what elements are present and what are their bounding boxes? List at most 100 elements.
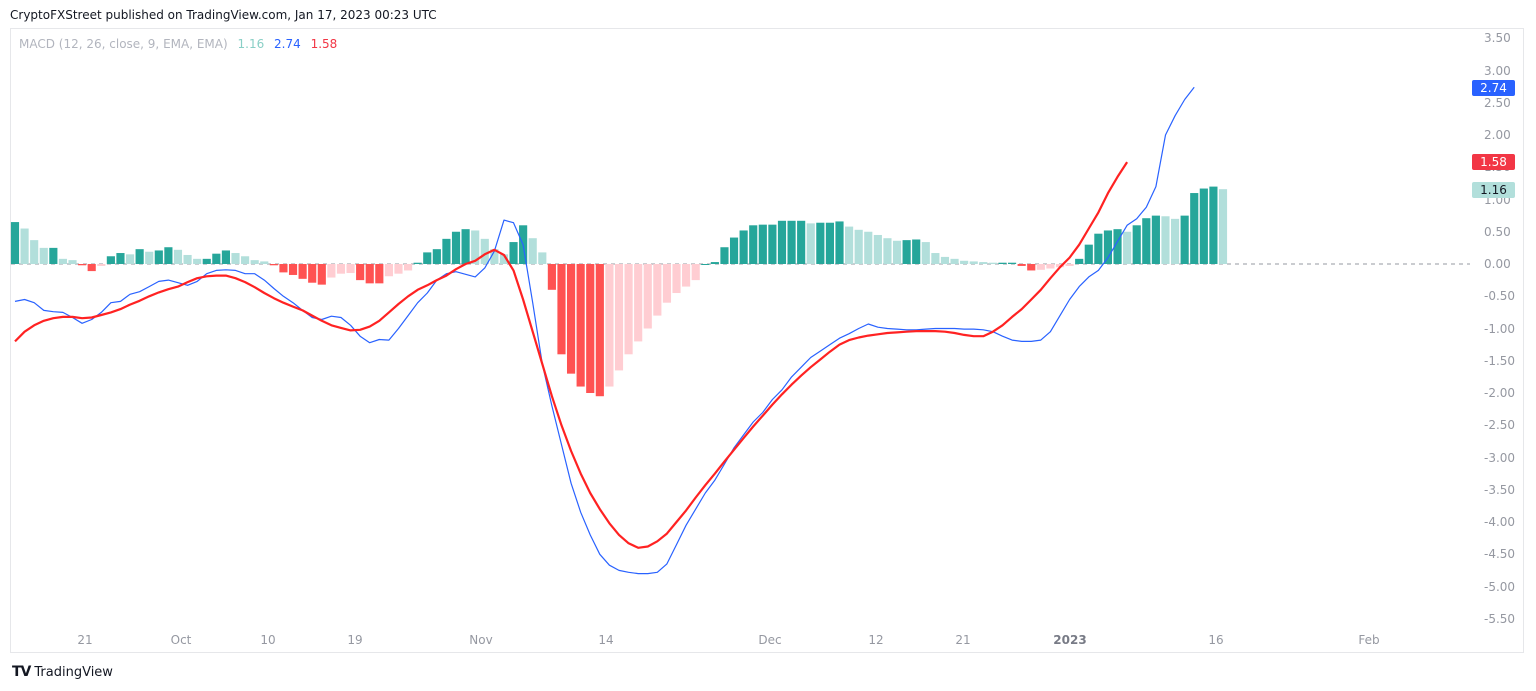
- histogram-bar: [1017, 264, 1026, 266]
- histogram-bar: [221, 250, 230, 264]
- histogram-bar: [672, 264, 681, 294]
- histogram-bar: [1199, 188, 1208, 264]
- histogram-bar: [1132, 225, 1141, 264]
- histogram-bar: [701, 264, 710, 265]
- histogram-bar: [125, 254, 135, 264]
- histogram-bar: [336, 264, 346, 274]
- publish-info: CryptoFXStreet published on TradingView.…: [10, 8, 437, 22]
- histogram-bar: [634, 264, 643, 342]
- histogram-bar: [413, 262, 422, 264]
- histogram-bar: [940, 256, 950, 264]
- brand-name: TradingView: [34, 664, 113, 680]
- histogram-bar: [864, 231, 873, 264]
- x-tick-label: 19: [347, 633, 363, 647]
- histogram-bar: [1190, 193, 1199, 264]
- histogram-bar: [490, 249, 499, 264]
- histogram-bar: [845, 226, 854, 264]
- histogram-bar: [1103, 230, 1113, 264]
- histogram-bar: [1218, 189, 1228, 264]
- histogram-bar: [509, 242, 518, 264]
- histogram-bar: [892, 240, 902, 264]
- histogram-bar: [1123, 231, 1132, 264]
- histogram-price-badge: 1.16: [1472, 182, 1515, 199]
- histogram-bar: [317, 264, 326, 285]
- signal-price-badge: 1.58: [1472, 154, 1515, 171]
- histogram-bar: [1036, 264, 1045, 270]
- histogram-bar: [624, 264, 633, 355]
- histogram-bar: [394, 264, 403, 274]
- histogram-bar: [1027, 264, 1036, 271]
- histogram-bar: [720, 247, 729, 264]
- histogram-bar: [298, 264, 307, 279]
- histogram-bar: [106, 256, 115, 264]
- histogram-bar: [97, 264, 106, 266]
- histogram-bar: [39, 247, 48, 264]
- histogram-bar: [614, 264, 624, 371]
- histogram-value: 1.16: [237, 37, 265, 51]
- histogram-bar: [912, 239, 921, 264]
- y-tick-label: 2.00: [1484, 128, 1511, 142]
- histogram-bar: [921, 242, 930, 264]
- histogram-bar: [193, 258, 202, 264]
- histogram-bar: [1046, 264, 1055, 269]
- histogram-bar: [969, 261, 978, 264]
- x-tick-label: Nov: [469, 633, 493, 647]
- histogram-bar: [471, 230, 480, 264]
- y-tick-label: 2.50: [1484, 95, 1511, 110]
- x-tick-label: 21: [77, 633, 93, 647]
- histogram-bar: [356, 264, 365, 281]
- histogram-bar: [49, 247, 58, 264]
- histogram-bar: [1008, 262, 1017, 264]
- histogram-bar: [787, 220, 796, 264]
- histogram-bar: [250, 260, 259, 264]
- histogram-bar: [825, 222, 834, 264]
- x-tick-label: 14: [598, 633, 614, 647]
- histogram-bar: [154, 250, 163, 264]
- histogram-bar: [423, 252, 432, 264]
- histogram-bar: [566, 264, 576, 374]
- histogram-bar: [308, 264, 317, 283]
- x-tick-label: 16: [1208, 633, 1224, 647]
- histogram-bar: [806, 223, 815, 264]
- x-tick-label: 12: [868, 633, 884, 647]
- histogram-bar: [1142, 218, 1151, 264]
- histogram-bar: [749, 225, 758, 264]
- tradingview-branding[interactable]: TV TradingView: [12, 664, 113, 680]
- histogram-bar: [998, 262, 1007, 264]
- histogram-bar: [241, 256, 250, 264]
- histogram-bar: [365, 264, 374, 284]
- histogram-bar: [1161, 216, 1170, 264]
- x-tick-label: 21: [955, 633, 971, 647]
- histogram-bar: [557, 264, 566, 355]
- indicator-legend[interactable]: MACD (12, 26, close, 9, EMA, EMA) 1.16 2…: [19, 37, 343, 51]
- tradingview-logo-icon: TV: [12, 664, 31, 680]
- histogram-bar: [375, 264, 384, 284]
- histogram-bar: [1113, 229, 1122, 264]
- y-tick-label: -4.00: [1484, 515, 1516, 529]
- histogram-bar: [212, 253, 221, 264]
- histogram-bar: [145, 251, 154, 264]
- histogram-bar: [797, 220, 806, 264]
- histogram-bar: [538, 252, 547, 264]
- histogram-bar: [1180, 215, 1189, 264]
- histogram-bar: [1151, 215, 1160, 264]
- histogram-bar: [710, 262, 719, 264]
- y-tick-label: -1.50: [1484, 353, 1516, 368]
- histogram-bar: [1084, 244, 1093, 264]
- x-tick-label: Feb: [1358, 633, 1380, 647]
- chart-frame[interactable]: [10, 28, 1524, 653]
- histogram-bar: [931, 253, 940, 264]
- histogram-bar: [902, 240, 911, 264]
- histogram-bar: [883, 238, 892, 264]
- histogram-bar: [442, 238, 451, 264]
- y-tick-label: -4.50: [1484, 547, 1516, 562]
- histogram-bar: [739, 230, 748, 264]
- indicator-name: MACD (12, 26, close, 9, EMA, EMA): [19, 37, 228, 51]
- histogram-bar: [202, 258, 211, 264]
- y-tick-label: -1.00: [1484, 321, 1516, 336]
- signal-line: [14, 161, 1129, 549]
- histogram-bar: [480, 238, 489, 264]
- histogram-bar: [1170, 218, 1180, 264]
- histogram-bar: [988, 262, 997, 264]
